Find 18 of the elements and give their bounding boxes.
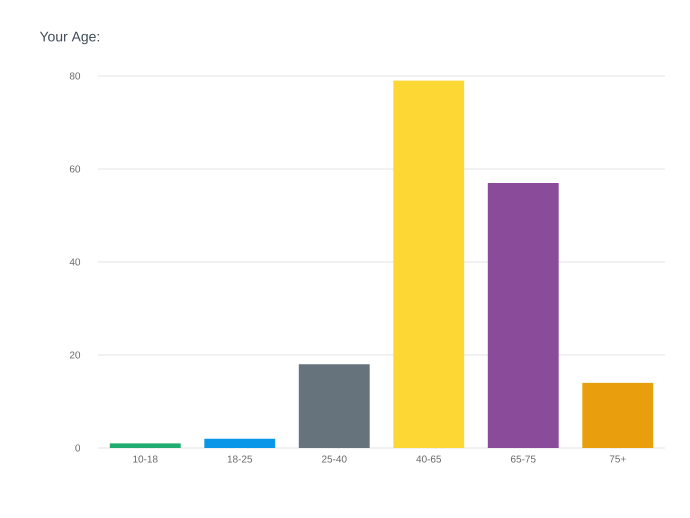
bar — [204, 438, 276, 448]
x-tick-label: 25-40 — [322, 456, 347, 463]
y-tick-label: 60 — [70, 165, 80, 173]
y-tick-label: 80 — [70, 72, 80, 80]
x-tick-label: 75+ — [610, 456, 626, 462]
x-tick-label: 65-75 — [511, 456, 536, 463]
x-tick-label: 10-18 — [133, 456, 158, 463]
bar — [393, 80, 464, 448]
y-tick-label: 0 — [75, 444, 80, 452]
bar — [110, 443, 181, 448]
x-tick-label: 40-65 — [416, 456, 442, 463]
y-tick-label: 40 — [70, 258, 80, 266]
x-tick-label: 18-25 — [228, 456, 252, 463]
chart-title: Your Age: — [40, 32, 99, 44]
bar — [298, 364, 370, 448]
y-tick-label: 20 — [70, 351, 80, 359]
bar — [582, 382, 654, 448]
bar — [488, 182, 559, 448]
